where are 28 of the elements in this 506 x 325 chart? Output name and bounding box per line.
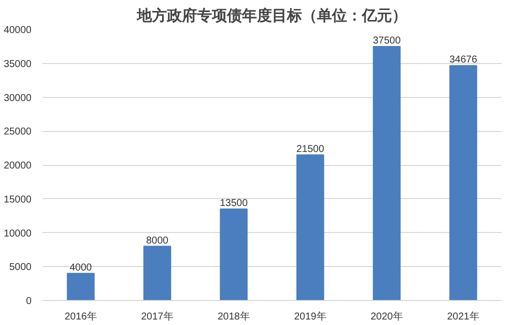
data-label: 8000	[146, 235, 169, 246]
chart-title: 地方政府专项债年度目标（单位：亿元）	[136, 6, 407, 24]
data-label: 37500	[372, 35, 402, 46]
bar	[66, 272, 95, 300]
y-tick-label: 25000	[4, 126, 32, 138]
y-tick-label: 0	[26, 296, 32, 307]
y-tick-label: 30000	[4, 92, 32, 104]
x-tick-label: 2016年	[64, 310, 97, 322]
bar	[220, 208, 248, 300]
y-tick-label: 15000	[4, 194, 32, 206]
y-tick-label: 20000	[4, 160, 32, 172]
x-tick-label: 2019年	[294, 310, 326, 322]
x-tick-label: 2018年	[218, 310, 250, 322]
y-tick-label: 40000	[4, 25, 32, 36]
y-tick-label: 35000	[4, 58, 32, 70]
x-tick-label: 2020年	[370, 310, 403, 322]
data-label: 4000	[70, 262, 92, 274]
x-tick-label: 2017年	[141, 310, 174, 322]
data-label: 21500	[296, 144, 325, 155]
bar	[449, 65, 478, 300]
x-tick-label: 2021年	[447, 310, 480, 322]
y-tick-label: 10000	[4, 228, 32, 240]
bar	[372, 46, 401, 300]
bar	[296, 154, 324, 300]
data-label: 13500	[220, 198, 248, 210]
data-label: 34676	[449, 54, 478, 66]
y-tick-label: 5000	[9, 262, 32, 274]
bar	[143, 246, 172, 300]
